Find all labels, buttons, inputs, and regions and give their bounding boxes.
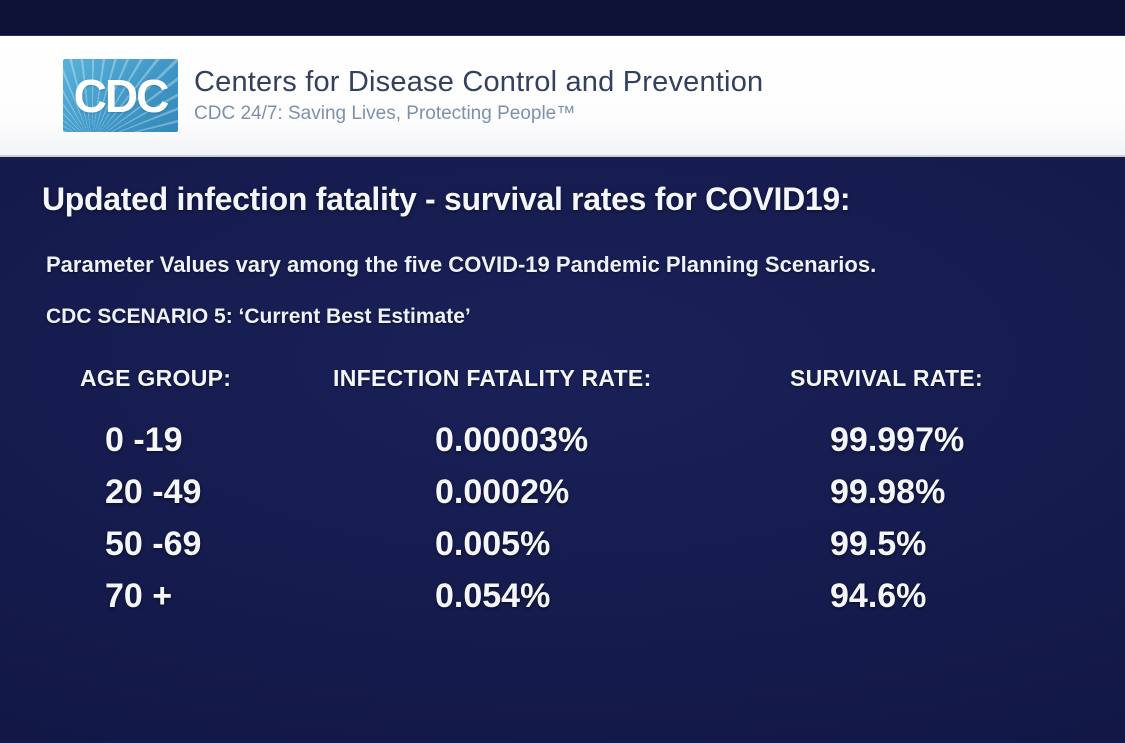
table-cell-infection-fatality-rate: 0.0002% (435, 473, 570, 511)
org-tagline: CDC 24/7: Saving Lives, Protecting Peopl… (194, 102, 576, 124)
main-content: Updated infection fatality - survival ra… (0, 157, 1125, 741)
table-cell-infection-fatality-rate: 0.00003% (435, 421, 589, 459)
table-cell-infection-fatality-rate: 0.005% (435, 525, 551, 563)
cdc-logo: CDC (63, 59, 178, 132)
column-header-survival-rate: SURVIVAL RATE: (790, 365, 983, 391)
subtitle: Parameter Values vary among the five COV… (46, 252, 877, 277)
top-navy-strip (0, 0, 1125, 36)
table-cell-age-group: 70 + (105, 577, 173, 615)
org-name: Centers for Disease Control and Preventi… (194, 66, 764, 99)
column-header-age-group: AGE GROUP: (80, 365, 232, 391)
page-title: Updated infection fatality - survival ra… (42, 181, 851, 217)
table-cell-infection-fatality-rate: 0.054% (435, 577, 551, 615)
table-cell-age-group: 20 -49 (105, 473, 202, 511)
rates-table: AGE GROUP: INFECTION FATALITY RATE: SURV… (80, 365, 1125, 622)
brand-text-block: Centers for Disease Control and Preventi… (194, 66, 763, 124)
column-header-infection-fatality-rate: INFECTION FATALITY RATE: (333, 365, 652, 391)
cdc-brand-band: CDC Centers for Disease Control and Prev… (0, 36, 1125, 157)
table-cell-survival-rate: 99.98% (830, 473, 946, 511)
scenario-label: CDC SCENARIO 5: ‘Current Best Estimate’ (46, 305, 471, 328)
cdc-logo-text: CDC (73, 69, 170, 122)
table-cell-survival-rate: 99.5% (830, 525, 927, 563)
table-cell-age-group: 0 -19 (105, 421, 183, 459)
table-cell-survival-rate: 99.997% (830, 421, 965, 459)
table-cell-survival-rate: 94.6% (830, 577, 927, 615)
table-cell-age-group: 50 -69 (105, 525, 202, 563)
